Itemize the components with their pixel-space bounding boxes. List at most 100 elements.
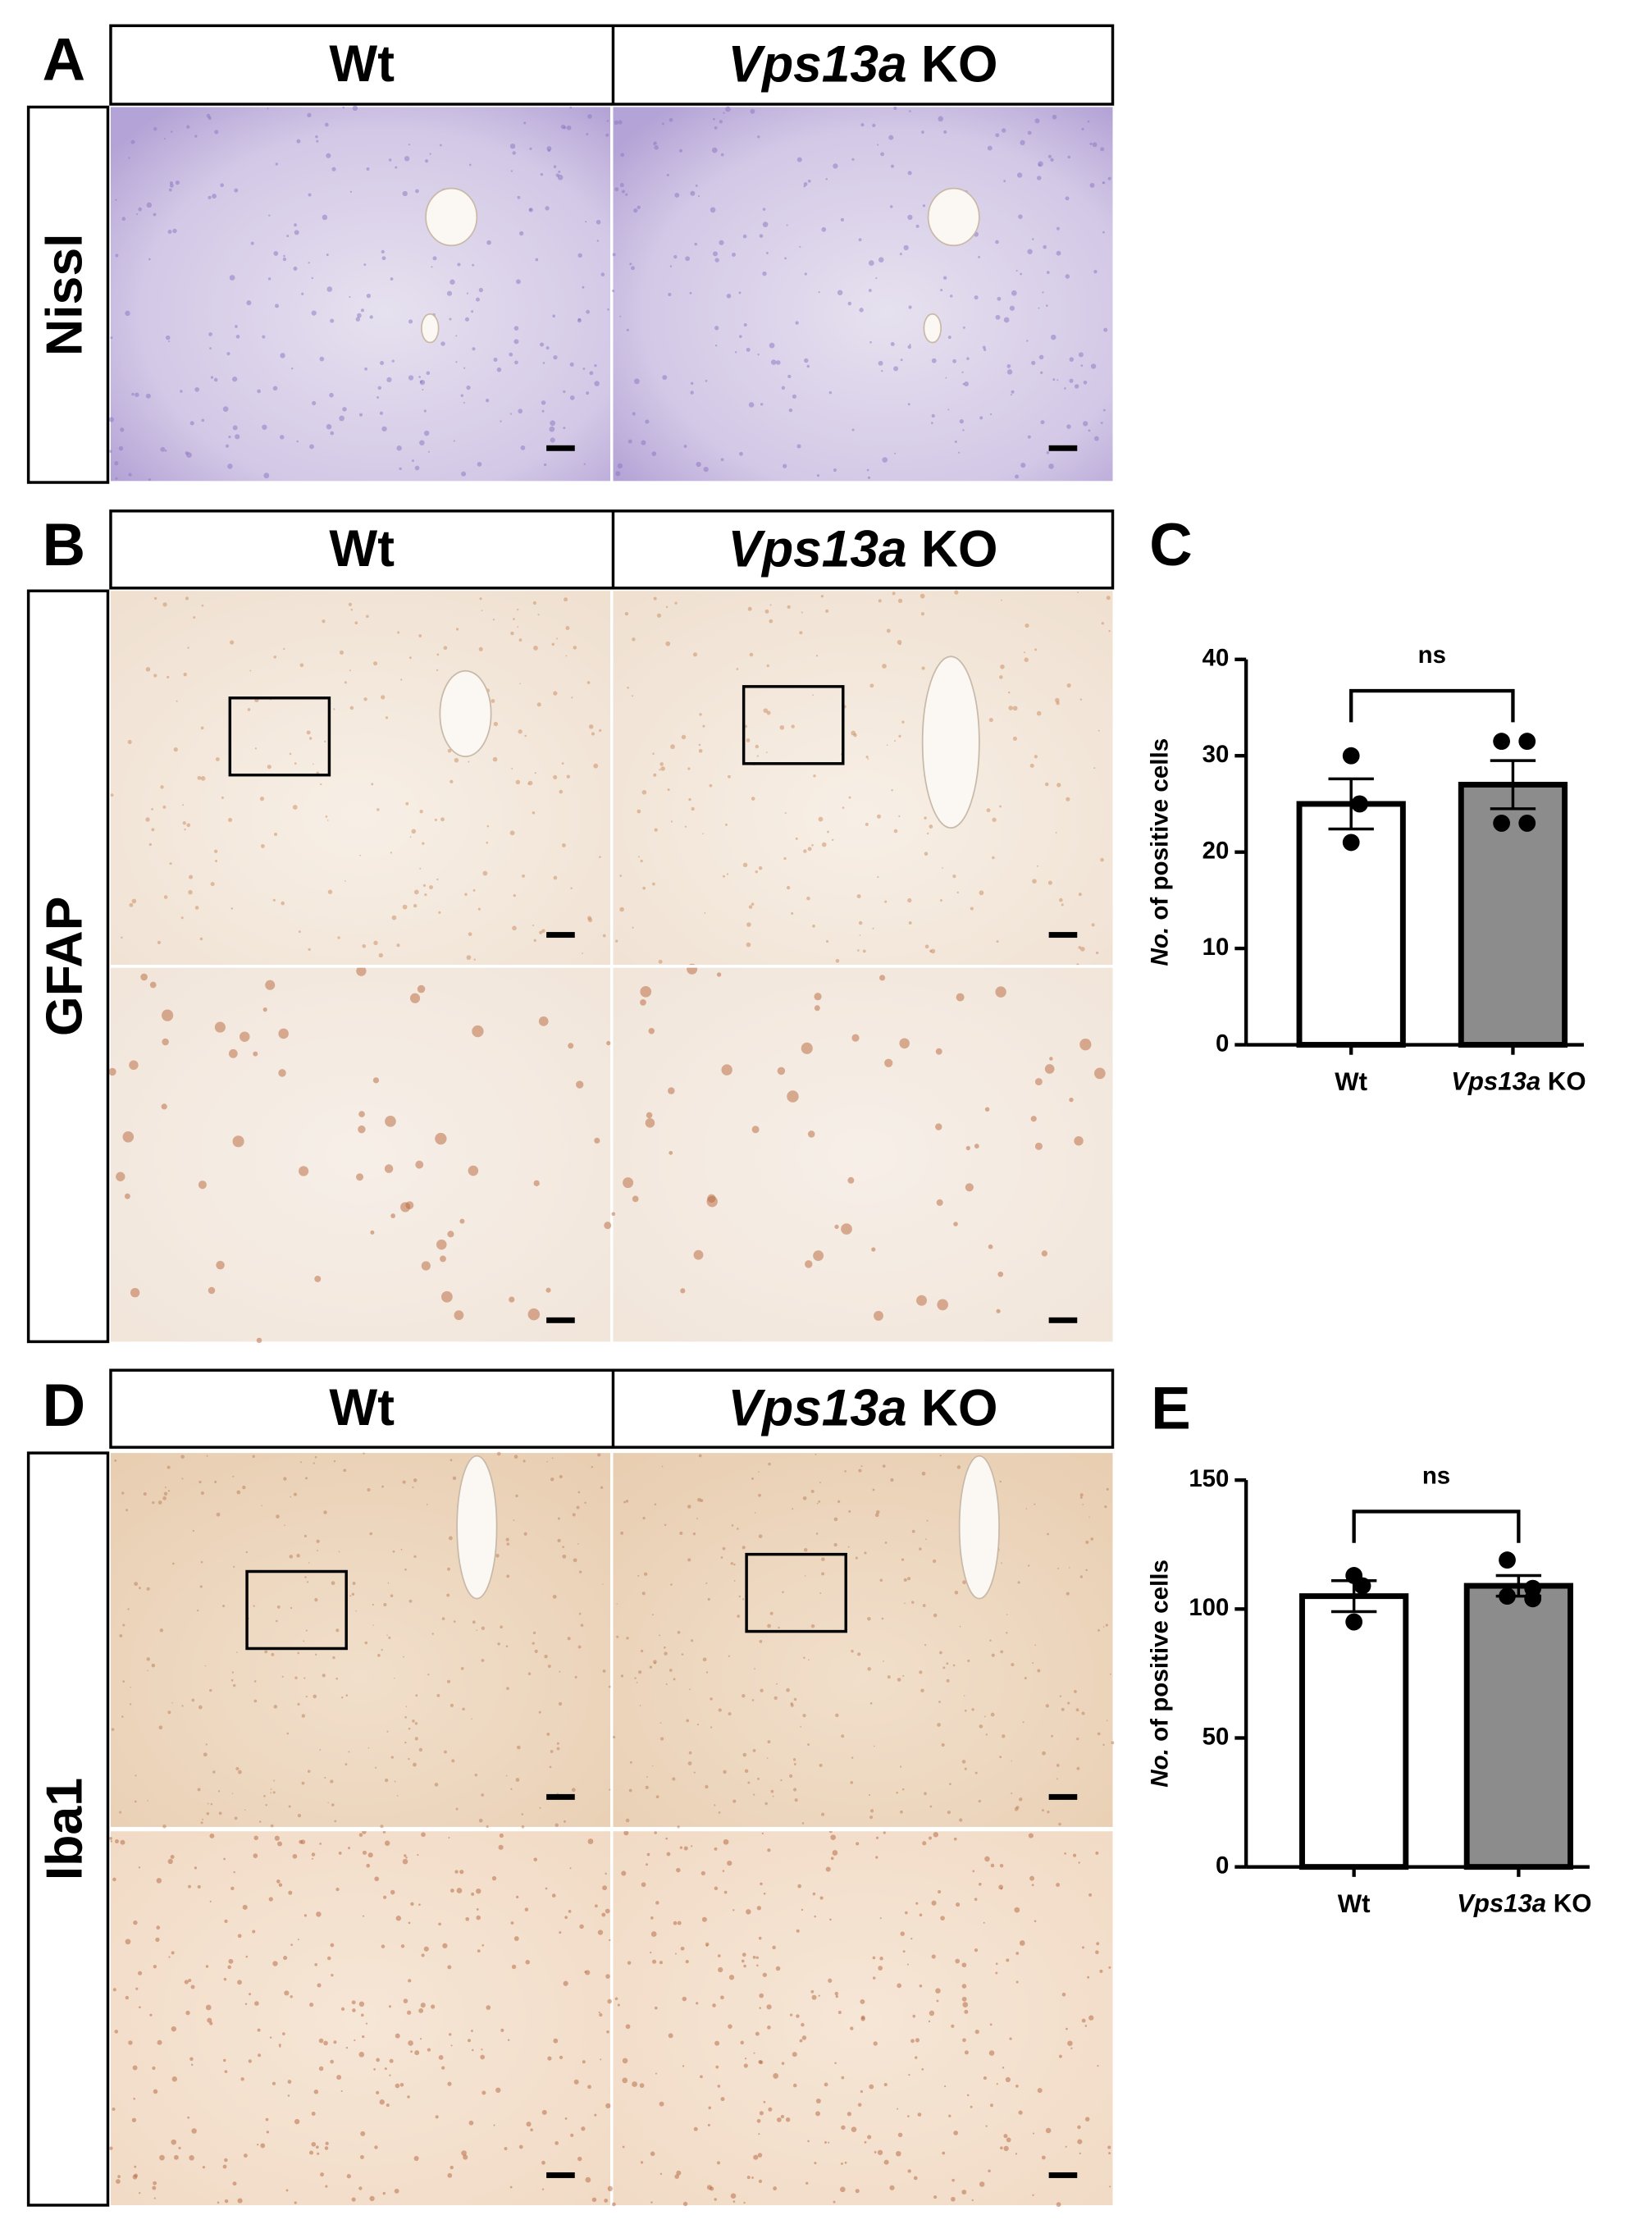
texture bbox=[199, 937, 203, 941]
texture bbox=[1037, 2088, 1043, 2094]
texture bbox=[426, 371, 431, 376]
texture bbox=[278, 2044, 281, 2047]
texture bbox=[194, 1866, 198, 1870]
texture bbox=[1095, 1851, 1099, 1855]
texture bbox=[815, 1532, 819, 1535]
texture bbox=[665, 1683, 668, 1686]
texture bbox=[235, 1766, 240, 1770]
texture bbox=[213, 377, 218, 382]
texture bbox=[128, 473, 132, 477]
texture bbox=[227, 1965, 231, 1970]
texture bbox=[594, 381, 600, 386]
texture bbox=[673, 1921, 678, 1925]
texture bbox=[645, 1785, 649, 1789]
texture bbox=[363, 1452, 365, 1455]
texture bbox=[376, 2058, 380, 2062]
texture bbox=[1036, 865, 1038, 867]
texture bbox=[304, 1576, 307, 1578]
texture bbox=[897, 1678, 901, 1682]
texture bbox=[542, 362, 545, 364]
texture bbox=[450, 1703, 454, 1707]
texture bbox=[577, 1543, 579, 1545]
y-tick-label: 20 bbox=[1202, 837, 1230, 864]
texture bbox=[700, 1499, 704, 1503]
texture bbox=[582, 368, 586, 370]
texture bbox=[869, 340, 872, 344]
texture bbox=[826, 940, 829, 943]
texture bbox=[988, 718, 993, 723]
y-tick-label: 40 bbox=[1202, 645, 1230, 672]
texture bbox=[394, 1780, 396, 1783]
texture bbox=[369, 315, 373, 319]
texture bbox=[1007, 691, 1011, 694]
texture bbox=[517, 608, 519, 611]
texture bbox=[242, 1485, 246, 1490]
texture bbox=[432, 256, 437, 261]
texture bbox=[884, 1058, 893, 1067]
texture bbox=[664, 1651, 668, 1656]
texture bbox=[402, 904, 408, 910]
texture bbox=[162, 602, 167, 607]
texture bbox=[851, 428, 855, 432]
texture bbox=[742, 1693, 746, 1698]
texture bbox=[324, 1776, 326, 1779]
texture bbox=[1040, 371, 1043, 374]
texture bbox=[801, 2035, 807, 2040]
texture bbox=[825, 177, 828, 180]
texture bbox=[659, 1722, 662, 1724]
texture bbox=[951, 2024, 955, 2028]
texture bbox=[1092, 142, 1098, 148]
texture bbox=[784, 811, 787, 815]
texture bbox=[620, 1674, 624, 1678]
texture bbox=[550, 437, 555, 443]
texture bbox=[270, 1792, 272, 1794]
texture bbox=[404, 156, 410, 162]
texture bbox=[803, 182, 808, 186]
texture bbox=[206, 1811, 210, 1816]
texture bbox=[935, 1123, 942, 1130]
texture bbox=[632, 412, 636, 416]
texture bbox=[678, 148, 682, 153]
texture bbox=[152, 1500, 155, 1505]
texture bbox=[372, 1077, 380, 1084]
texture bbox=[869, 2084, 874, 2090]
texture bbox=[597, 1453, 601, 1457]
scale-bar bbox=[1048, 1317, 1078, 1323]
texture bbox=[577, 318, 582, 323]
texture bbox=[736, 668, 739, 670]
texture bbox=[962, 1580, 966, 1585]
texture bbox=[830, 1834, 837, 1840]
texture bbox=[385, 1115, 396, 1127]
texture bbox=[158, 1725, 163, 1730]
texture bbox=[365, 2022, 368, 2025]
texture bbox=[812, 1892, 816, 1896]
texture bbox=[758, 1471, 760, 1473]
texture bbox=[570, 887, 573, 889]
texture bbox=[228, 436, 231, 439]
texture bbox=[120, 1839, 125, 1845]
texture bbox=[133, 1920, 138, 1925]
texture bbox=[938, 1889, 942, 1894]
texture bbox=[627, 686, 629, 689]
texture bbox=[460, 394, 464, 397]
texture bbox=[539, 1806, 541, 1809]
texture bbox=[762, 208, 766, 211]
texture bbox=[168, 1956, 171, 1958]
texture bbox=[309, 444, 314, 450]
texture bbox=[283, 647, 285, 651]
bar bbox=[1463, 1583, 1573, 1870]
texture bbox=[358, 1125, 366, 1134]
texture bbox=[962, 2038, 966, 2043]
texture bbox=[974, 1948, 979, 1953]
texture bbox=[1051, 334, 1056, 340]
texture bbox=[260, 2143, 266, 2149]
texture bbox=[1078, 946, 1081, 949]
texture bbox=[901, 1558, 905, 1561]
texture bbox=[883, 1831, 886, 1834]
texture bbox=[346, 2174, 351, 2179]
texture bbox=[872, 1976, 876, 1980]
texture bbox=[915, 1902, 919, 1905]
texture bbox=[405, 1706, 408, 1708]
texture bbox=[555, 173, 559, 177]
texture bbox=[954, 440, 957, 443]
